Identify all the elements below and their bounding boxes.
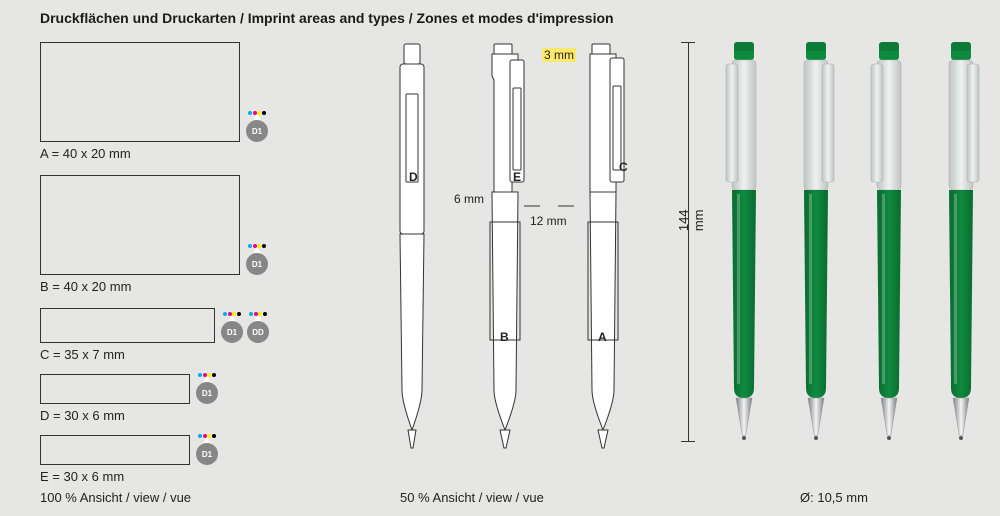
- footer-left: 100 % Ansicht / view / vue: [40, 490, 191, 505]
- outline-letter-e: E: [513, 170, 521, 184]
- imprint-label: D = 30 x 6 mm: [40, 408, 240, 423]
- imprint-area-e: D1 E = 30 x 6 mm: [40, 435, 240, 484]
- print-icons: D1: [196, 443, 218, 465]
- imprint-box: [40, 435, 190, 465]
- photo-pen-1: [720, 42, 768, 442]
- outline-letter-c: C: [619, 160, 628, 174]
- page-title: Druckflächen und Druckarten / Imprint ar…: [40, 10, 614, 26]
- imprint-area-b: D1B = 40 x 20 mm: [40, 175, 240, 294]
- imprint-area-a: D1A = 40 x 20 mm: [40, 42, 240, 161]
- photo-pen-2: [792, 42, 840, 442]
- outline-letter-d: D: [409, 170, 418, 184]
- outline-letter-a: A: [598, 330, 607, 344]
- print-icon-d1: D1: [246, 253, 268, 275]
- imprint-area-c: D1DDC = 35 x 7 mm: [40, 308, 240, 362]
- dim-3mm: 3 mm: [542, 48, 576, 62]
- print-icon-d1: D1: [221, 321, 243, 343]
- photo-pen-4: [937, 42, 985, 442]
- photo-pens-panel: [720, 42, 985, 442]
- print-icon-d1: D1: [196, 443, 218, 465]
- print-icon-dd: DD: [247, 321, 269, 343]
- outline-letter-b: B: [500, 330, 509, 344]
- print-icon-d1: D1: [246, 120, 268, 142]
- dim-6mm: 6 mm: [452, 192, 486, 206]
- imprint-label: C = 35 x 7 mm: [40, 347, 240, 362]
- imprint-box: [40, 175, 240, 275]
- print-icons: D1: [196, 382, 218, 404]
- footer-middle: 50 % Ansicht / view / vue: [400, 490, 544, 505]
- print-icons: D1: [246, 120, 268, 142]
- imprint-label: A = 40 x 20 mm: [40, 146, 240, 161]
- imprint-areas-column: D1A = 40 x 20 mmD1B = 40 x 20 mmD1DDC = …: [40, 42, 240, 484]
- imprint-label: B = 40 x 20 mm: [40, 279, 240, 294]
- height-label: 144 mm: [676, 209, 706, 231]
- print-icons: D1: [246, 253, 268, 275]
- imprint-box: [40, 308, 215, 343]
- imprint-area-d: D1 D = 30 x 6 mm: [40, 374, 240, 423]
- photo-pen-3: [865, 42, 913, 442]
- footer-right: Ø: 10,5 mm: [800, 490, 868, 505]
- dim-ticks: [522, 202, 582, 232]
- print-icon-d1: D1: [196, 382, 218, 404]
- imprint-label: E = 30 x 6 mm: [40, 469, 240, 484]
- imprint-box: [40, 42, 240, 142]
- outline-pen-2: [468, 42, 538, 452]
- outline-pens-panel: D E B C A: [382, 42, 662, 462]
- outline-pen-1: [382, 42, 442, 452]
- outline-pen-3: [566, 42, 636, 452]
- imprint-box: [40, 374, 190, 404]
- print-icons: D1DD: [221, 321, 269, 343]
